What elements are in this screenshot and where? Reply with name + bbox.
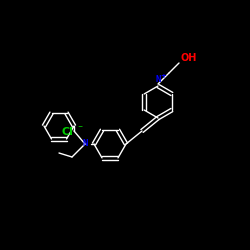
Text: N: N — [155, 76, 161, 84]
Text: +: + — [160, 73, 166, 79]
Text: ⁻: ⁻ — [78, 124, 82, 134]
Text: Cl: Cl — [61, 127, 73, 137]
Text: OH: OH — [181, 53, 197, 63]
Text: N: N — [82, 140, 88, 148]
